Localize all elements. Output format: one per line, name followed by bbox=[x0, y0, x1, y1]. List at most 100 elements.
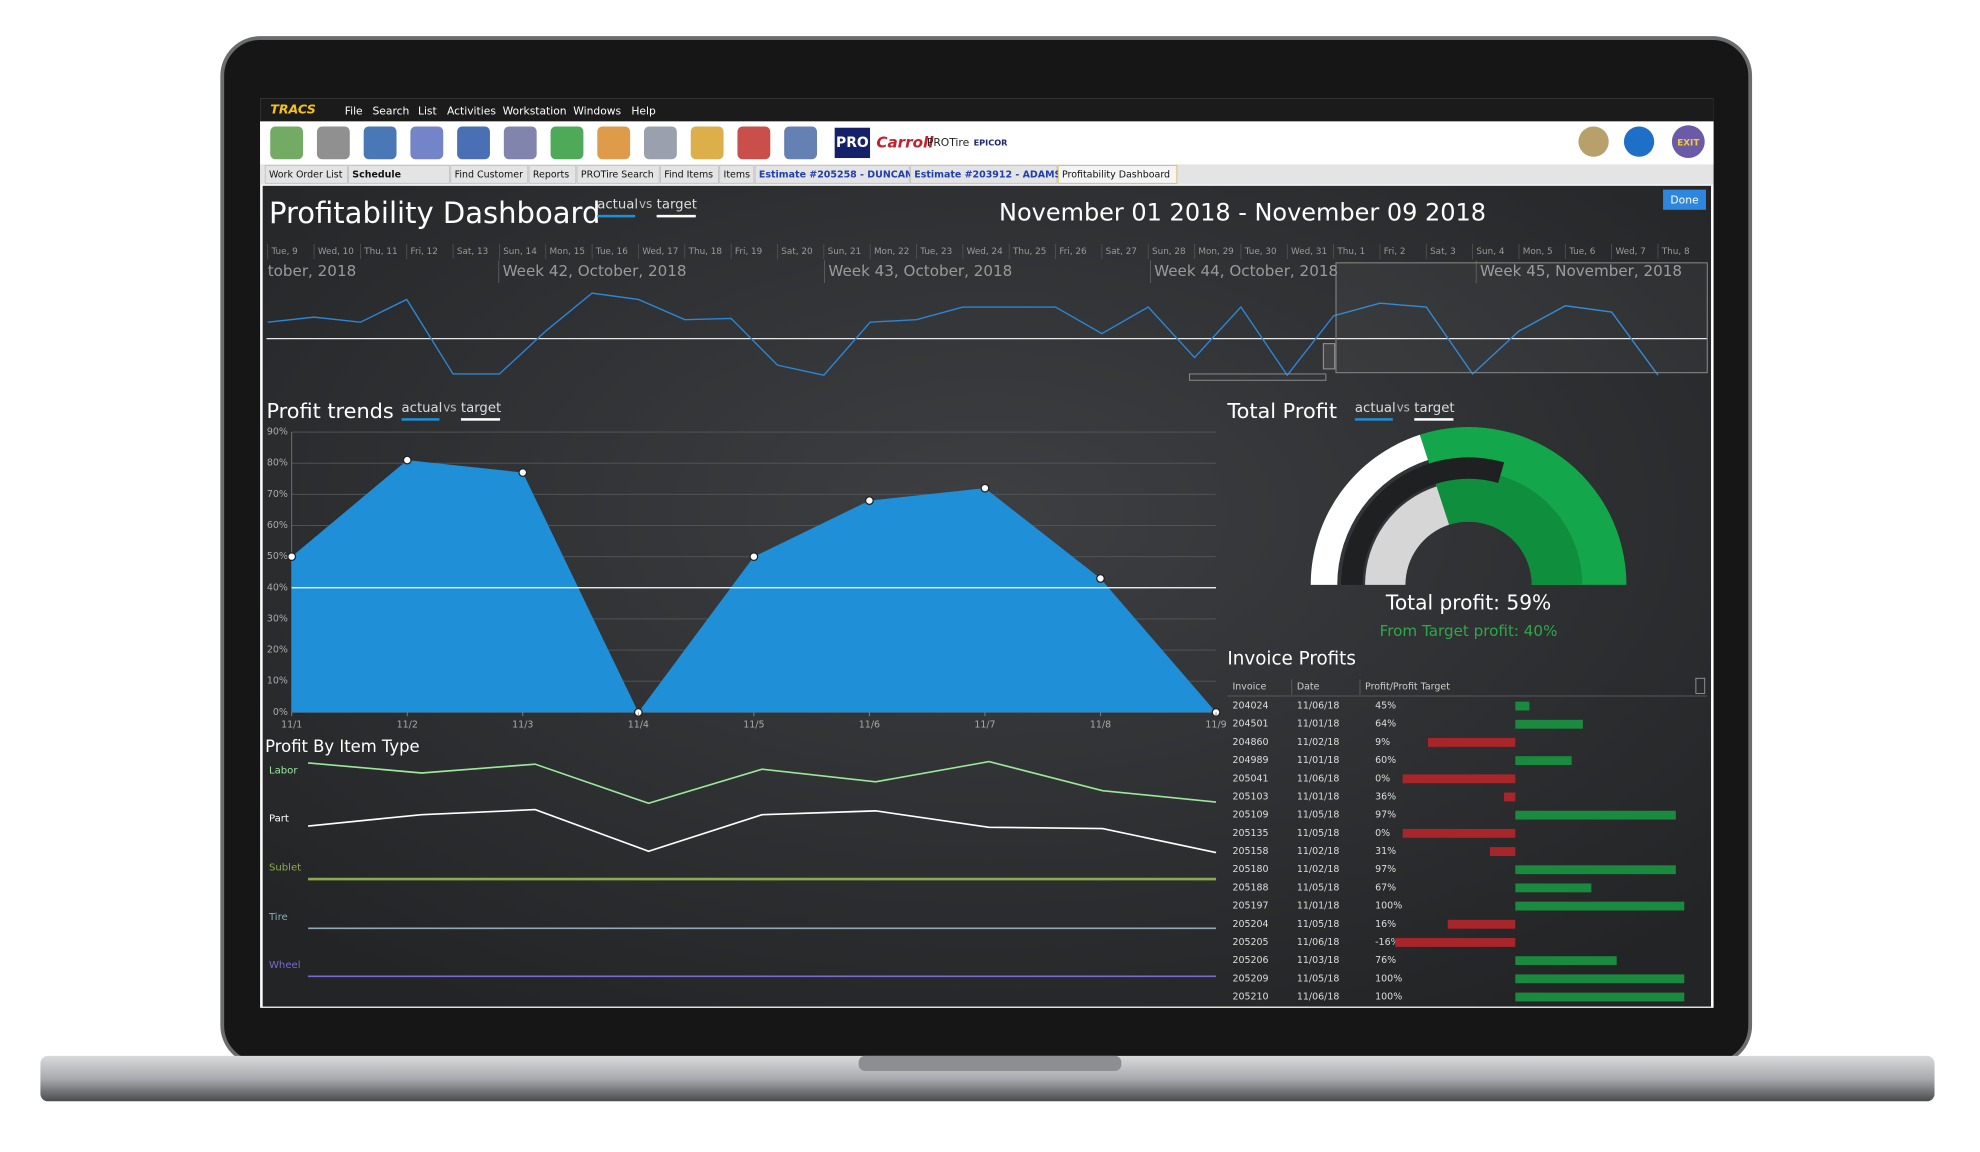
tab-label[interactable]: Profitability Dashboard bbox=[1062, 170, 1170, 181]
toolbar-button[interactable] bbox=[737, 126, 771, 160]
tab[interactable] bbox=[754, 165, 910, 184]
keys-button[interactable] bbox=[1578, 126, 1609, 157]
toolbar-button[interactable] bbox=[363, 126, 397, 160]
toolbar-button[interactable] bbox=[457, 126, 490, 160]
invoice-date: 11/02/18 bbox=[1297, 737, 1340, 748]
x-tick-label: 11/4 bbox=[628, 720, 649, 731]
series-label: Labor bbox=[269, 765, 298, 776]
brand: PROTire bbox=[927, 136, 970, 149]
profit-bar bbox=[1515, 974, 1685, 984]
menu-item[interactable]: File bbox=[345, 104, 363, 117]
invoice-date: 11/03/18 bbox=[1297, 955, 1340, 966]
toolbar-button[interactable] bbox=[270, 126, 304, 160]
tab[interactable] bbox=[719, 165, 755, 184]
tab[interactable] bbox=[1057, 165, 1178, 184]
day-label: Thu, 8 bbox=[1661, 247, 1690, 257]
exit-button[interactable] bbox=[1671, 125, 1705, 159]
tab[interactable] bbox=[450, 165, 529, 184]
profit-bar bbox=[1515, 756, 1572, 766]
legend-actual-swatch bbox=[401, 418, 440, 421]
table-scroll-button[interactable] bbox=[1695, 677, 1706, 694]
column-header: Profit/Profit Target bbox=[1365, 682, 1450, 693]
series-label: Part bbox=[269, 813, 289, 824]
tab[interactable] bbox=[528, 165, 577, 184]
profit-bar bbox=[1515, 956, 1617, 966]
day-label: Tue, 16 bbox=[595, 247, 628, 257]
toolbar-button[interactable] bbox=[410, 126, 444, 160]
timeline-handle[interactable] bbox=[1322, 343, 1336, 370]
toolbar-button[interactable] bbox=[784, 126, 818, 160]
data-point bbox=[518, 468, 528, 477]
tab-label[interactable]: Estimate #203912 - ADAMS bbox=[914, 170, 1061, 181]
tab-label[interactable]: Find Customer bbox=[455, 170, 524, 181]
content: TRACS File Search List Activities Workstation… bbox=[264, 102, 1708, 1003]
menu-item[interactable]: Workstation bbox=[503, 104, 567, 117]
toolbar-button[interactable] bbox=[690, 126, 724, 160]
profit-bar bbox=[1428, 738, 1516, 747]
legend-target: target bbox=[657, 198, 697, 213]
legend-vs: vs bbox=[443, 401, 456, 415]
tab-label[interactable]: Estimate #205258 - DUNCAN bbox=[759, 170, 913, 181]
tab[interactable] bbox=[910, 165, 1058, 184]
tab[interactable] bbox=[660, 165, 719, 184]
invoice-date: 11/06/18 bbox=[1297, 992, 1340, 1003]
y-tick-label: 90% bbox=[267, 427, 288, 438]
toolbar bbox=[260, 121, 1714, 165]
invoice-date: 11/02/18 bbox=[1297, 864, 1340, 875]
menu-item[interactable]: List bbox=[418, 104, 437, 117]
tab-label[interactable]: PROTire Search bbox=[581, 170, 654, 181]
tab-label[interactable]: Schedule bbox=[352, 170, 401, 181]
y-tick-label: 30% bbox=[267, 613, 288, 624]
tab[interactable] bbox=[576, 165, 660, 184]
y-tick-label: 80% bbox=[267, 458, 288, 469]
legend-target: target bbox=[1414, 401, 1454, 416]
invoice-profit: 31% bbox=[1375, 846, 1396, 857]
invoice-date: 11/06/18 bbox=[1297, 937, 1340, 948]
gauge-target-inner bbox=[1365, 486, 1450, 585]
invoice-number: 205210 bbox=[1232, 992, 1268, 1003]
toolbar-button[interactable] bbox=[503, 126, 537, 160]
profit-bar bbox=[1515, 883, 1592, 893]
data-point bbox=[864, 496, 874, 505]
toolbar-button[interactable] bbox=[597, 126, 631, 160]
day-label: Sat, 3 bbox=[1430, 247, 1456, 257]
menu-item[interactable]: Help bbox=[631, 104, 656, 117]
day-label: Thu, 1 bbox=[1336, 247, 1365, 257]
gauge-value bbox=[1341, 457, 1505, 585]
table-title: Invoice Profits bbox=[1227, 648, 1356, 669]
toolbar-button[interactable] bbox=[644, 126, 677, 160]
timeline-selection[interactable] bbox=[1335, 262, 1708, 374]
tab-label[interactable]: Items bbox=[724, 170, 751, 181]
day-label: Tue, 23 bbox=[919, 247, 952, 257]
tab[interactable] bbox=[348, 165, 450, 184]
tab-label[interactable]: Find Items bbox=[664, 170, 713, 181]
y-tick-label: 60% bbox=[267, 520, 288, 531]
tab[interactable] bbox=[264, 165, 348, 184]
invoice-number: 205158 bbox=[1232, 846, 1268, 857]
menu-item[interactable]: Search bbox=[373, 104, 410, 117]
y-tick-label: 70% bbox=[267, 489, 288, 500]
toolbar-button[interactable] bbox=[316, 126, 350, 160]
day-label: Fri, 2 bbox=[1384, 247, 1406, 257]
invoice-date: 11/05/18 bbox=[1297, 828, 1340, 839]
y-tick-label: 20% bbox=[267, 645, 288, 656]
tab-label[interactable]: Work Order List bbox=[269, 170, 343, 181]
profit-bar bbox=[1447, 919, 1516, 929]
legend-target-swatch bbox=[460, 418, 501, 421]
done-label[interactable]: Done bbox=[1670, 193, 1699, 206]
done-button[interactable] bbox=[1663, 189, 1706, 210]
menu-item[interactable]: Activities bbox=[447, 104, 496, 117]
invoice-number: 204989 bbox=[1232, 755, 1268, 766]
info-button[interactable] bbox=[1623, 126, 1655, 157]
day-label: Wed, 10 bbox=[318, 247, 354, 257]
legend-target-swatch bbox=[1414, 418, 1454, 421]
data-point bbox=[1096, 574, 1105, 583]
invoice-date: 11/06/18 bbox=[1297, 701, 1340, 712]
legend-actual-swatch bbox=[597, 214, 636, 218]
tab-label[interactable]: Reports bbox=[533, 170, 569, 181]
date-range: November 01 2018 - November 09 2018 bbox=[999, 199, 1486, 227]
profit-bar bbox=[1515, 701, 1530, 711]
timeline-scroll[interactable] bbox=[1189, 373, 1327, 381]
toolbar-button[interactable] bbox=[550, 126, 584, 160]
menu-item[interactable]: Windows bbox=[573, 104, 621, 117]
